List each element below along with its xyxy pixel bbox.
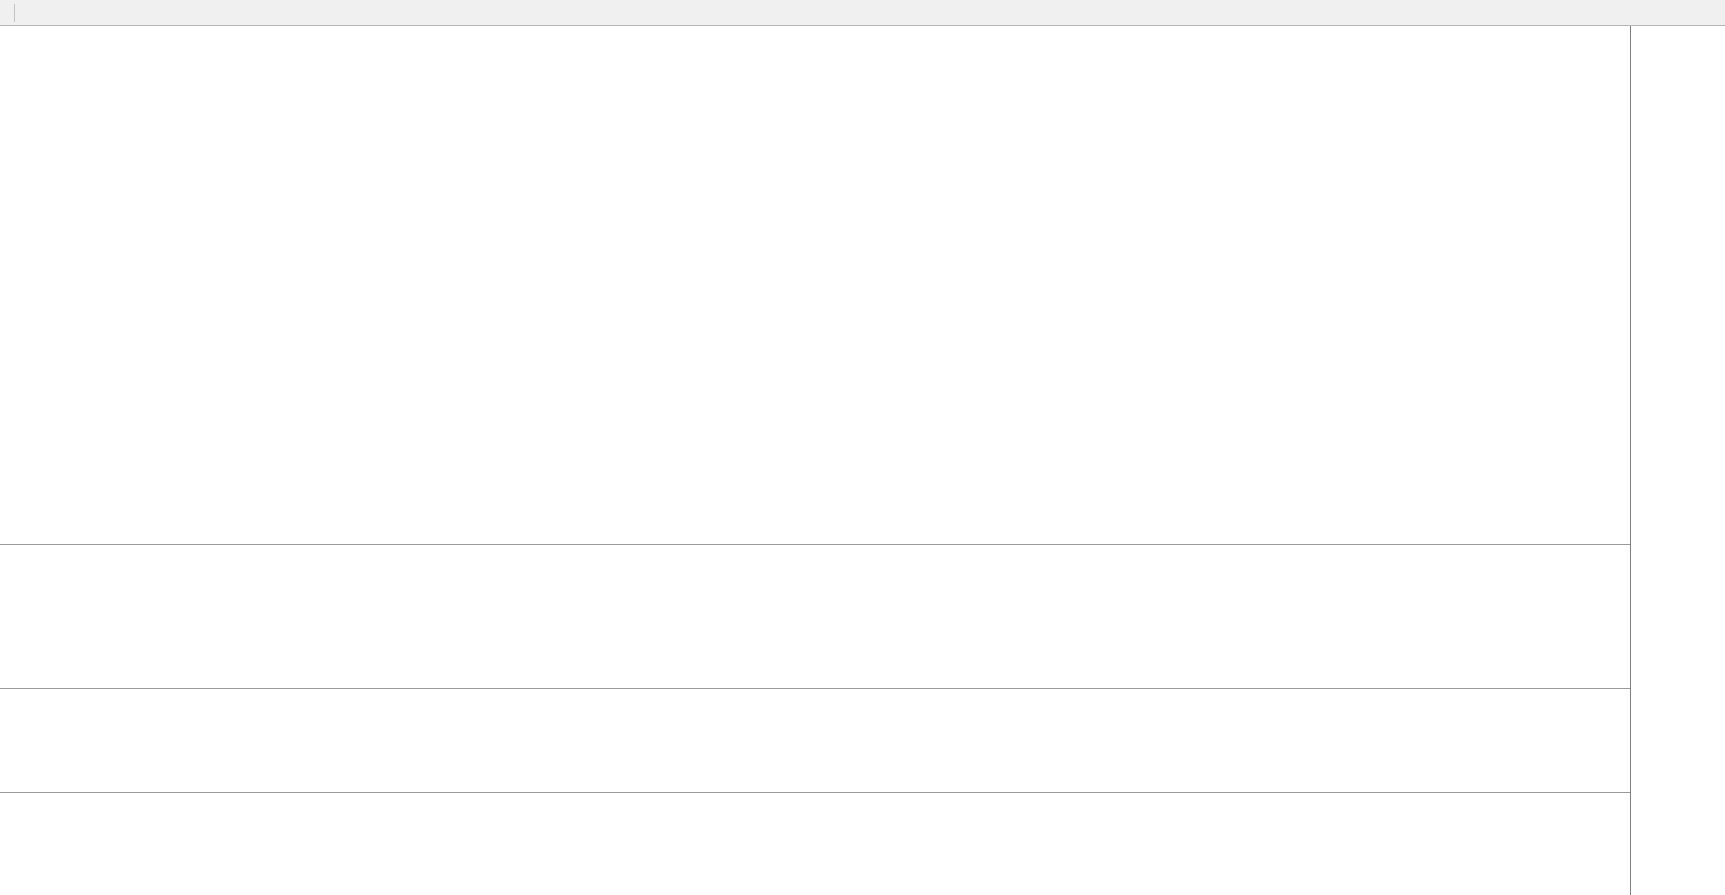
panel-separator xyxy=(0,792,1725,793)
rsi-indicator-plot[interactable] xyxy=(0,689,1630,792)
toolbar-separator xyxy=(14,3,15,22)
panel-separator[interactable] xyxy=(0,544,1725,545)
toolbar xyxy=(0,0,1725,26)
price-axis[interactable] xyxy=(1630,26,1725,895)
macd-indicator-plot[interactable] xyxy=(0,545,1630,688)
time-axis[interactable] xyxy=(0,793,1630,817)
panel-separator[interactable] xyxy=(0,688,1725,689)
price-chart-plot[interactable] xyxy=(0,26,1630,544)
